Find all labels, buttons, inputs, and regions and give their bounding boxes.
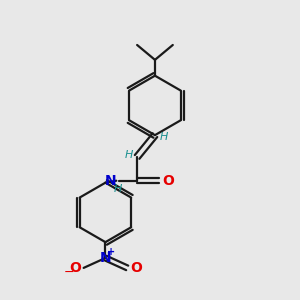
Text: H: H [114, 184, 122, 194]
Text: −: − [64, 266, 74, 279]
Text: O: O [69, 261, 81, 275]
Text: O: O [130, 261, 142, 275]
Text: +: + [107, 247, 116, 257]
Text: H: H [125, 150, 134, 160]
Text: N: N [100, 251, 111, 265]
Text: H: H [160, 132, 168, 142]
Text: O: O [162, 174, 174, 188]
Text: N: N [105, 174, 116, 188]
